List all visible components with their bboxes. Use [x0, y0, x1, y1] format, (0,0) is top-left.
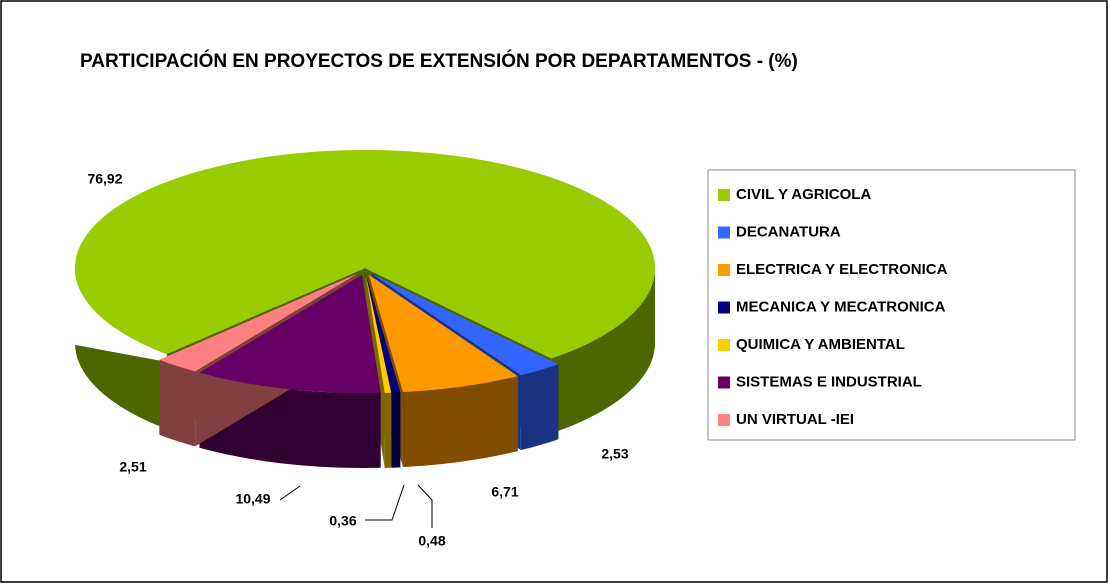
- data-label: 0,36: [329, 513, 356, 529]
- legend-swatch: [718, 339, 730, 351]
- legend-label: QUIMICA Y AMBIENTAL: [736, 336, 905, 353]
- data-label: 0,48: [418, 533, 445, 549]
- slice: [199, 274, 381, 393]
- chart-title: PARTICIPACIÓN EN PROYECTOS DE EXTENSIÓN …: [80, 50, 798, 72]
- legend-label: DECANATURA: [736, 223, 841, 240]
- legend-label: SISTEMAS E INDUSTRIAL: [736, 373, 922, 390]
- legend-label: UN VIRTUAL -IEI: [736, 411, 854, 428]
- data-label: 10,49: [235, 491, 270, 507]
- slice: [75, 150, 655, 359]
- legend-box: [707, 169, 1076, 441]
- legend-swatch: [718, 189, 730, 201]
- data-label: 2,53: [601, 446, 628, 462]
- slice: [371, 273, 559, 376]
- legend-swatch: [718, 301, 730, 314]
- legend-swatch: [718, 414, 730, 426]
- slice: [366, 275, 401, 393]
- slice-side: [551, 268, 655, 434]
- leader-line: [279, 485, 301, 501]
- legend-label: ELECTRICA Y ELECTRONICA: [736, 261, 948, 278]
- leader-line: [417, 484, 433, 528]
- legend-swatch: [718, 376, 730, 389]
- leader-line: [365, 484, 405, 521]
- data-label: 2,51: [119, 459, 146, 475]
- slice: [159, 273, 358, 372]
- legend-label: MECANICA Y MECATRONICA: [736, 298, 946, 315]
- data-label: 6,71: [491, 484, 518, 500]
- slice: [365, 275, 392, 393]
- legend-swatch: [718, 226, 730, 239]
- legend-swatch: [718, 264, 730, 276]
- data-label: 76,92: [87, 171, 122, 187]
- slice: [368, 274, 518, 393]
- legend-label: CIVIL Y AGRICOLA: [736, 186, 871, 203]
